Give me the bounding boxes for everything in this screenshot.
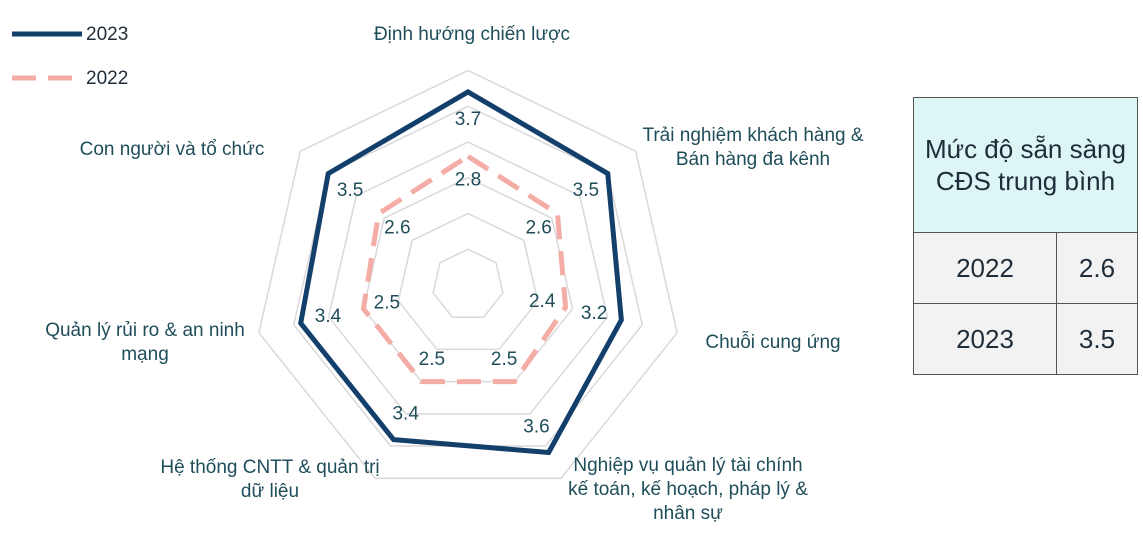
grid-ring (362, 176, 574, 383)
series-line (360, 153, 569, 385)
legend-label: 2023 (86, 24, 128, 45)
series-line (298, 89, 624, 456)
data-label: 2.6 (384, 218, 410, 239)
table-cell: 2022 (913, 232, 1057, 304)
category-label: Nghiệp vụ quản lý tài chính kế toán, kế … (568, 455, 808, 524)
table-cell: 3.5 (1056, 303, 1138, 375)
grid-ring (397, 212, 539, 351)
data-label: 3.7 (455, 109, 481, 130)
category-label: Con người và tổ chức (79, 139, 265, 160)
data-label: 3.4 (315, 306, 342, 327)
data-label: 2.5 (491, 349, 517, 370)
data-label: 2.5 (374, 293, 400, 314)
data-label: 2.4 (529, 291, 556, 312)
data-label: 2.5 (419, 349, 445, 370)
table-header: Mức độ sẵn sàng CĐS trung bình (913, 97, 1138, 233)
grid-ring (258, 69, 678, 480)
grid-ring (432, 248, 504, 318)
category-label: Hệ thống CNTT & quản trị dữ liệu (160, 457, 380, 502)
category-label: Quản lý rủi ro & an ninh mạng (45, 320, 245, 365)
data-label: 3.2 (581, 303, 607, 324)
data-label: 3.5 (573, 180, 599, 201)
table-cell: 2.6 (1056, 232, 1138, 304)
grid-ring (327, 141, 609, 415)
data-label: 3.6 (523, 416, 549, 437)
summary-table: Mức độ sẵn sàng CĐS trung bình 2022 2.6 2… (913, 97, 1138, 375)
table-cell: 2023 (913, 303, 1057, 375)
legend-label: 2022 (86, 68, 128, 89)
category-label: Trải nghiệm khách hàng & Bán hàng đa kên… (642, 125, 864, 170)
data-label: 2.8 (455, 169, 481, 190)
data-label: 3.4 (392, 403, 419, 424)
category-label: Định hướng chiến lược (373, 24, 571, 45)
category-label: Chuỗi cung ứng (705, 332, 841, 353)
data-label: 3.5 (337, 180, 363, 201)
data-label: 2.6 (525, 218, 551, 239)
